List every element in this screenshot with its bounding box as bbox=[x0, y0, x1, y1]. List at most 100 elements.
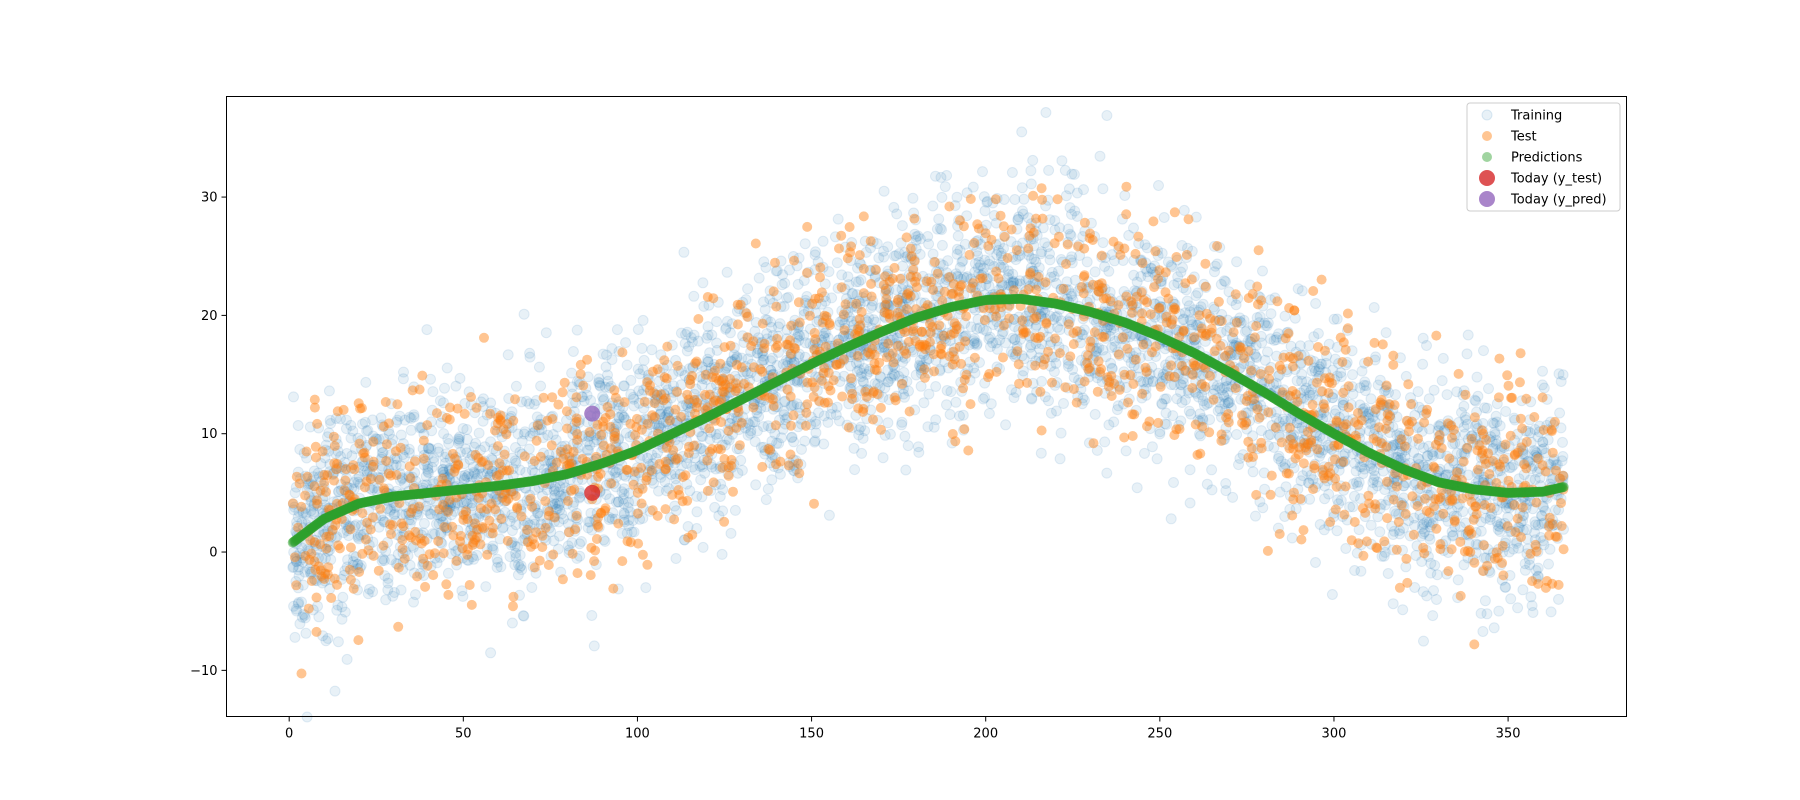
test-point bbox=[642, 559, 653, 570]
training-point bbox=[383, 428, 395, 440]
training-point bbox=[526, 582, 538, 593]
training-point bbox=[1298, 434, 1310, 446]
training-point bbox=[1247, 466, 1259, 478]
training-point bbox=[543, 454, 555, 466]
training-point bbox=[698, 408, 709, 420]
training-point bbox=[817, 235, 829, 247]
training-point bbox=[779, 395, 791, 407]
training-point bbox=[459, 482, 471, 494]
test-point bbox=[585, 570, 596, 581]
training-point bbox=[332, 636, 344, 648]
training-point bbox=[1179, 394, 1191, 406]
training-point bbox=[731, 393, 743, 405]
training-point bbox=[1268, 334, 1280, 346]
training-point bbox=[887, 332, 899, 344]
training-point bbox=[1187, 363, 1199, 375]
training-point bbox=[1106, 341, 1118, 353]
training-point bbox=[1412, 386, 1424, 398]
training-point bbox=[679, 337, 691, 349]
training-point bbox=[1000, 419, 1012, 431]
training-point bbox=[991, 361, 1003, 373]
training-point bbox=[764, 293, 776, 305]
test-point bbox=[1137, 388, 1148, 399]
training-point bbox=[1277, 461, 1289, 473]
training-point bbox=[809, 435, 821, 447]
training-point bbox=[1009, 334, 1020, 346]
training-point bbox=[441, 471, 453, 483]
training-point bbox=[1425, 557, 1437, 569]
training-point bbox=[517, 610, 529, 622]
training-point bbox=[618, 380, 630, 392]
training-point bbox=[1368, 302, 1380, 313]
training-point bbox=[716, 548, 728, 560]
training-point bbox=[1176, 240, 1188, 251]
training-point bbox=[850, 276, 862, 288]
training-point bbox=[1480, 512, 1492, 524]
training-point bbox=[1271, 413, 1282, 424]
training-point bbox=[1537, 436, 1549, 448]
training-point bbox=[442, 567, 454, 579]
training-point bbox=[1005, 276, 1017, 288]
training-point bbox=[686, 461, 698, 473]
training-point bbox=[1105, 357, 1117, 369]
training-point bbox=[1513, 542, 1525, 554]
test-point bbox=[1025, 267, 1036, 278]
training-point bbox=[946, 437, 958, 449]
training-point bbox=[787, 464, 799, 476]
training-point bbox=[439, 457, 451, 469]
training-point bbox=[759, 448, 771, 460]
training-point bbox=[1557, 436, 1568, 448]
training-point bbox=[1237, 449, 1249, 461]
training-point bbox=[1452, 466, 1464, 478]
training-point bbox=[333, 486, 344, 498]
training-point bbox=[855, 274, 867, 286]
training-point bbox=[1394, 528, 1406, 540]
training-point bbox=[765, 355, 777, 367]
training-point bbox=[1043, 322, 1055, 334]
training-point bbox=[410, 589, 421, 601]
test-point bbox=[1002, 253, 1013, 263]
training-point bbox=[902, 284, 914, 296]
training-point bbox=[1503, 440, 1515, 452]
training-point bbox=[981, 299, 993, 311]
training-point bbox=[652, 426, 664, 438]
training-point bbox=[1382, 440, 1393, 452]
test-point bbox=[1169, 207, 1180, 218]
training-point bbox=[1347, 414, 1359, 425]
training-point bbox=[1494, 465, 1506, 477]
training-point bbox=[399, 526, 410, 538]
training-point bbox=[1190, 375, 1202, 387]
training-point bbox=[859, 349, 871, 361]
test-point bbox=[428, 570, 439, 581]
training-point bbox=[1212, 405, 1224, 417]
training-point bbox=[1434, 448, 1446, 459]
training-point bbox=[1310, 557, 1321, 568]
training-point bbox=[524, 351, 536, 363]
training-point bbox=[928, 421, 940, 433]
training-point bbox=[1410, 550, 1422, 561]
training-point bbox=[1016, 182, 1028, 194]
training-point bbox=[669, 500, 681, 512]
training-point bbox=[978, 262, 990, 274]
training-point bbox=[941, 399, 952, 411]
training-point bbox=[1365, 519, 1377, 531]
training-point bbox=[877, 452, 889, 464]
test-point bbox=[1011, 245, 1022, 256]
training-point bbox=[1027, 377, 1039, 389]
training-point bbox=[1320, 424, 1331, 436]
training-point bbox=[1178, 313, 1190, 325]
training-point bbox=[514, 549, 526, 561]
training-point bbox=[770, 391, 782, 403]
training-point bbox=[1091, 343, 1103, 355]
training-point bbox=[320, 510, 332, 522]
training-point bbox=[289, 487, 301, 499]
training-point bbox=[819, 367, 830, 379]
training-point bbox=[904, 342, 916, 354]
test-point bbox=[1316, 274, 1327, 285]
training-point bbox=[1530, 565, 1542, 576]
training-point bbox=[1452, 501, 1463, 513]
training-point bbox=[1026, 253, 1037, 264]
training-point bbox=[288, 391, 299, 403]
training-point bbox=[694, 371, 706, 383]
training-point bbox=[1493, 605, 1505, 617]
